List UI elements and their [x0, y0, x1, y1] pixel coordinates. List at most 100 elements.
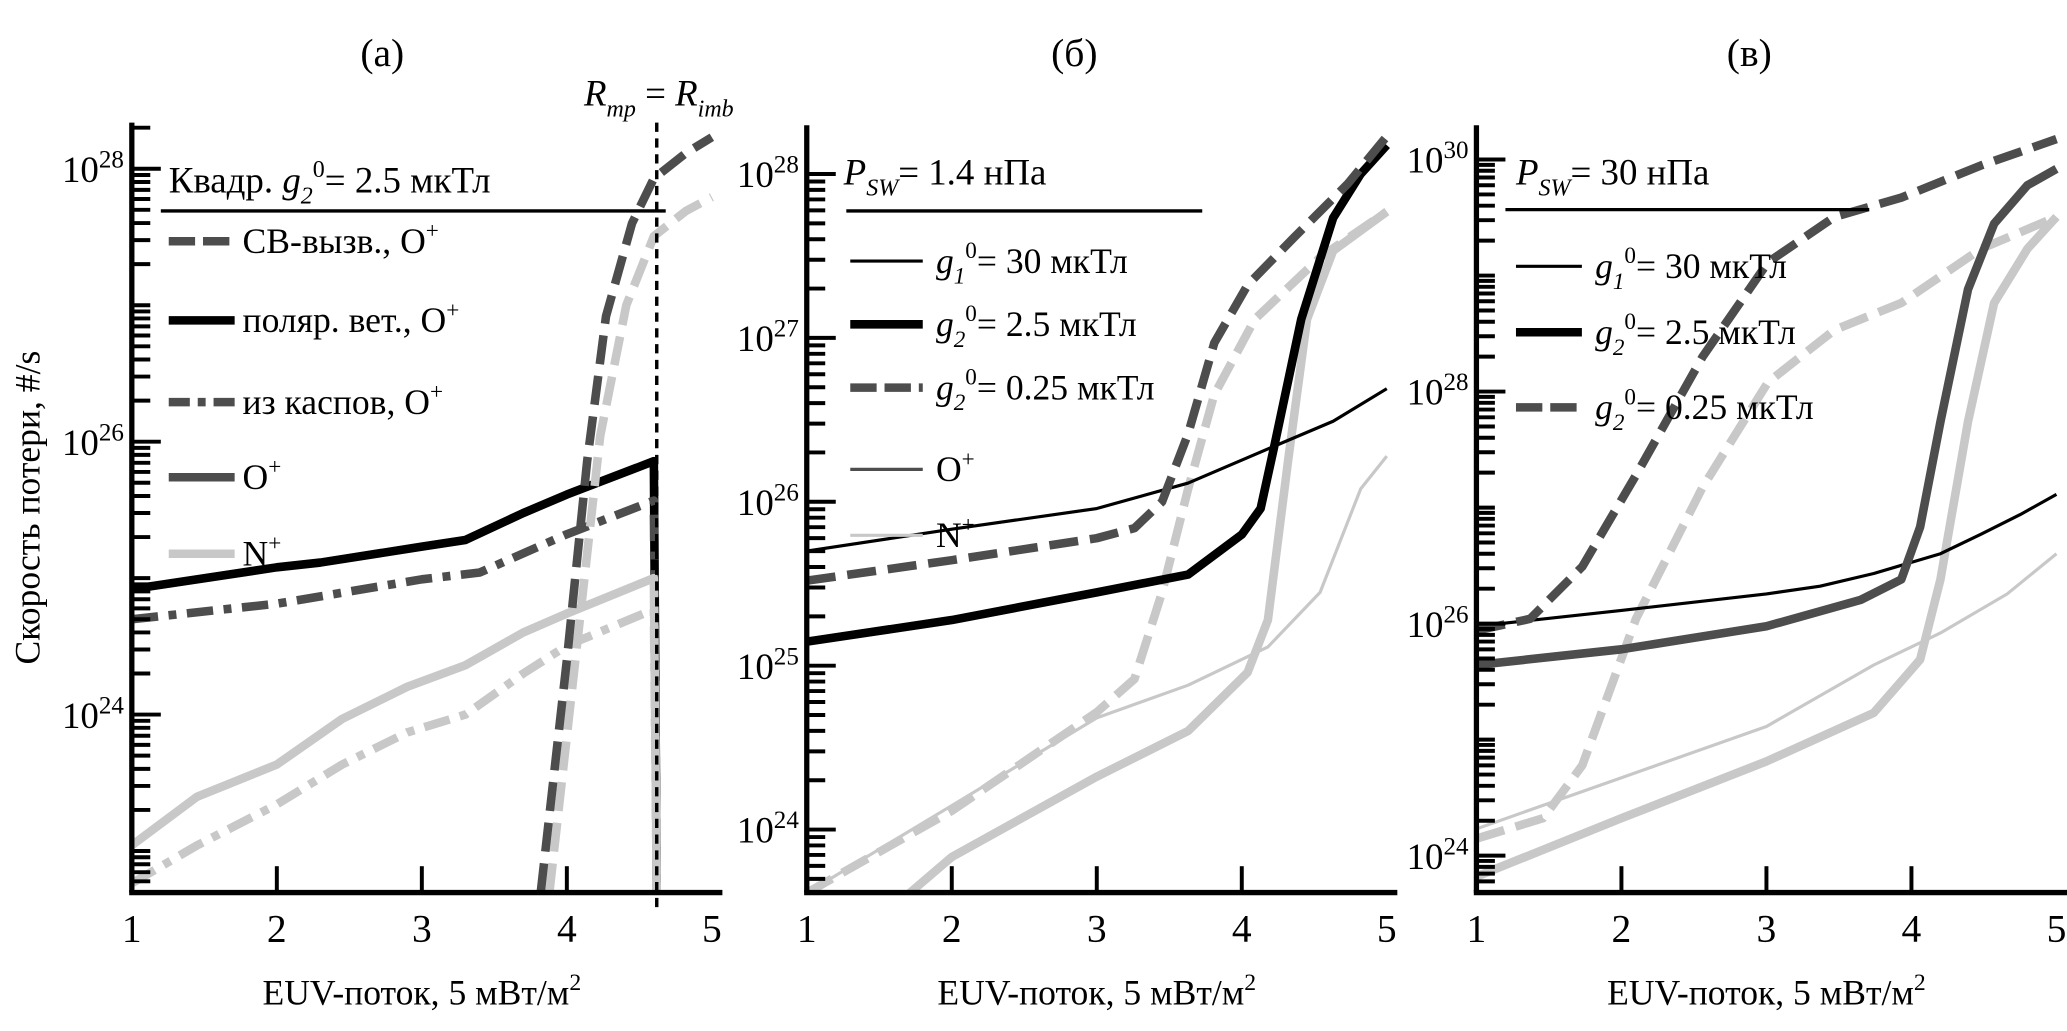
legend-title-part: SW — [866, 176, 900, 202]
legend-entry: поляр. вет., O+ — [168, 297, 459, 340]
y-tick-label: 1028 — [737, 152, 799, 196]
legend-entry: N+ — [168, 531, 282, 574]
series-line-light-thin-solid — [806, 455, 1389, 893]
y-tick-base: 10 — [737, 646, 774, 687]
x-tick-label: 3 — [412, 906, 432, 950]
y-tick-label: 1028 — [62, 146, 124, 190]
legend-label-part: g — [1595, 246, 1613, 286]
x-tick-label: 2 — [1612, 906, 1632, 950]
legend-label-part: 2 — [954, 327, 966, 353]
legend-label-part: 0 — [1624, 243, 1636, 269]
x-axis-label: EUV-поток, 5 мВт/м2 — [262, 970, 581, 1013]
series-line-black-thick-solid — [806, 142, 1390, 646]
x-tick-label: 4 — [1232, 906, 1252, 950]
y-tick-base: 10 — [62, 422, 99, 463]
x-axis-label-sup: 2 — [1914, 970, 1926, 996]
y-tick-base: 10 — [1407, 372, 1444, 413]
x-tick-label: 5 — [702, 906, 722, 950]
legend-label: N+ — [243, 531, 282, 574]
y-tick-exponent: 26 — [99, 419, 124, 446]
legend-label-part: 0 — [965, 365, 977, 391]
legend-entry: g20= 2.5 мкТл — [850, 301, 1137, 353]
y-tick-base: 10 — [737, 318, 774, 359]
series-line-light-thick-dashdot — [131, 605, 662, 893]
y-tick-label: 1024 — [62, 692, 124, 736]
y-tick-label: 1024 — [737, 807, 799, 851]
legend-label: N+ — [936, 512, 975, 555]
series-line-light-thick-dashed — [545, 193, 714, 893]
legend-title: PSW= 30 нПа — [1515, 152, 1709, 202]
x-axis-label-text: EUV-поток, 5 мВт/м — [937, 973, 1244, 1013]
legend-title-part: SW — [1539, 176, 1573, 202]
legend-label-part: СВ-вызв., O — [243, 221, 426, 261]
x-tick-label: 3 — [1087, 906, 1107, 950]
legend-label-part: = 30 мкТл — [1636, 246, 1787, 286]
legend-entry: СВ-вызв., O+ — [168, 218, 439, 261]
legend-label: g20= 0.25 мкТл — [1595, 384, 1814, 436]
legend-title: PSW= 1.4 нПа — [843, 152, 1047, 202]
legend-label: СВ-вызв., O+ — [243, 218, 439, 261]
legend-label-part: = 0.25 мкТл — [1636, 387, 1814, 427]
x-tick-label: 3 — [1757, 906, 1777, 950]
series-line-black-thick-solid — [131, 456, 662, 893]
y-axis-label: Скорость потери, #/s — [8, 351, 48, 665]
legend-label-part: 2 — [954, 390, 966, 416]
series-line-dark-thick-dashed — [1476, 135, 2058, 635]
legend-label-part: 1 — [954, 264, 966, 290]
legend-label-part: + — [962, 512, 975, 538]
legend-title-part: Квадр. — [169, 159, 283, 200]
legend-label-part: + — [430, 379, 443, 405]
legend-label-part: + — [426, 218, 439, 244]
rmp-rimb-label-part: R — [583, 72, 607, 113]
series-line-light-thick-dashed — [806, 208, 1390, 893]
rmp-rimb-label-part: R — [674, 72, 698, 113]
legend-label-part: g — [1595, 312, 1613, 352]
rmp-rimb-label: Rmp = Rimb — [583, 72, 734, 122]
y-tick-label: 1024 — [1407, 833, 1469, 877]
legend-label-part: N — [243, 534, 269, 574]
legend-label-part: g — [936, 367, 954, 407]
legend-title-part: P — [1515, 152, 1539, 193]
series-line-light-thick-solid — [131, 573, 662, 893]
legend-label-part: O — [936, 449, 962, 489]
legend-label-part: N — [936, 515, 962, 555]
legend-label: g10= 30 мкТл — [1595, 243, 1787, 295]
legend-label-part: 2 — [1613, 410, 1625, 436]
legend-label-part: 0 — [965, 301, 977, 327]
legend-title-part: = 1.4 нПа — [898, 152, 1046, 193]
panel-title: (б) — [1051, 31, 1097, 75]
legend-title-part: = 2.5 мкТл — [325, 159, 491, 200]
legend-title-part: g — [282, 159, 300, 200]
series-line-dark-thick-dashed — [806, 133, 1391, 585]
legend-label: g20= 2.5 мкТл — [1595, 309, 1796, 361]
y-tick-label: 1030 — [1407, 137, 1469, 181]
y-tick-label: 1026 — [62, 419, 124, 463]
y-tick-exponent: 24 — [99, 692, 125, 719]
y-tick-exponent: 30 — [1443, 137, 1468, 164]
legend-entry: из каспов, O+ — [168, 379, 443, 422]
y-tick-label: 1026 — [1407, 601, 1469, 645]
legend-label-part: из каспов, O — [243, 382, 430, 422]
x-tick-label: 1 — [1467, 906, 1487, 950]
legend-label-part: 2 — [1613, 335, 1625, 361]
series-line-dark-thick-dashed — [536, 133, 715, 893]
y-tick-exponent: 28 — [99, 146, 124, 173]
y-tick-label: 1025 — [737, 643, 799, 687]
legend-label-part: = 2.5 мкТл — [1636, 312, 1796, 352]
y-tick-exponent: 25 — [774, 643, 799, 670]
legend-title-part: 2 — [301, 184, 313, 210]
series-line-light-thick-solid — [906, 208, 1390, 893]
legend-entry: g10= 30 мкТл — [850, 238, 1128, 290]
legend-title-part: 0 — [313, 157, 325, 183]
legend-label-part: + — [446, 297, 459, 323]
y-tick-exponent: 24 — [774, 807, 800, 834]
x-axis-label: EUV-поток, 5 мВт/м2 — [1607, 970, 1926, 1013]
series-line-light-thick-solid — [1476, 213, 2060, 881]
series-line-black-thin-solid — [1476, 493, 2058, 628]
y-tick-label: 1028 — [1407, 369, 1469, 413]
legend-entry: N+ — [850, 512, 975, 555]
